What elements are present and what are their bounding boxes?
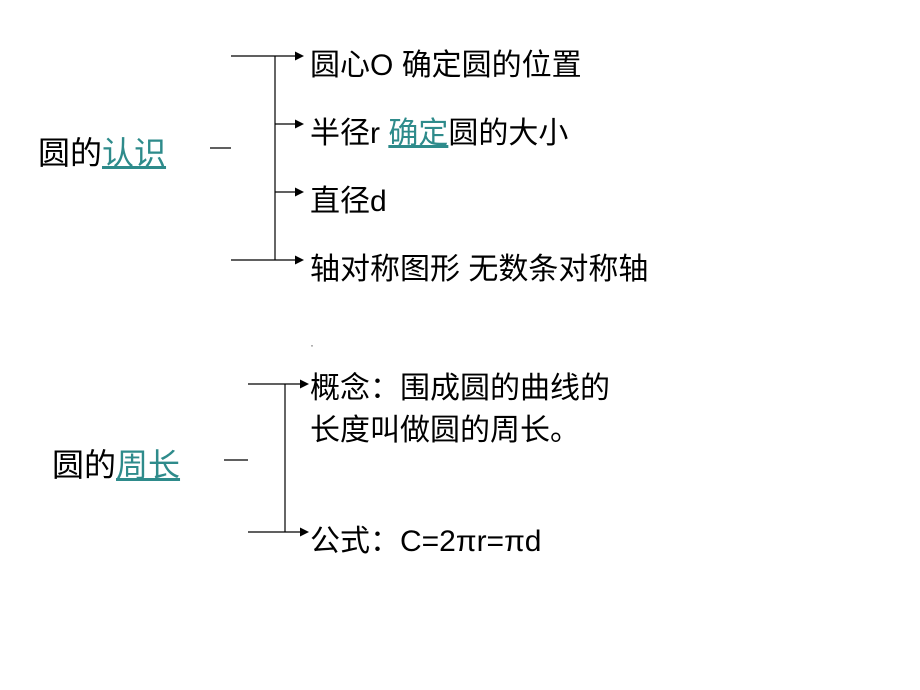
s1-item-0-b: 确定圆的位置 [402, 49, 582, 82]
section1-root-link[interactable]: 认识 [102, 135, 166, 171]
section2-root-prefix: 圆的 [52, 447, 116, 483]
s1-item-1-b: 圆的大小 [448, 117, 568, 150]
s1-item-0-gap [393, 49, 401, 82]
center-marker: · [310, 338, 314, 352]
section1-root-prefix: 圆的 [38, 135, 102, 171]
s1-item-2-a: 直径d [310, 185, 387, 218]
section2-root: 圆的周长 [52, 440, 180, 486]
s1-item-0: 圆心O 确定圆的位置 [310, 40, 582, 84]
diagram-stage: 圆的认识 圆心O 确定圆的位置 半径r 确定圆的大小 直径d 轴对称图形 无数条… [0, 0, 920, 690]
s1-item-1-link[interactable]: 确定 [388, 117, 448, 150]
s1-item-1: 半径r 确定圆的大小 [310, 108, 568, 152]
s2-item-0-line1: 概念：围成圆的曲线的 [310, 368, 830, 410]
s1-item-2: 直径d [310, 176, 387, 220]
section1-root: 圆的认识 [38, 128, 166, 174]
s1-item-0-a: 圆心O [310, 49, 393, 82]
s1-item-1-a: 半径r [310, 117, 380, 150]
s2-item-1-line1: 公式：C=2πr=πd [310, 525, 541, 558]
s2-item-1: 公式：C=2πr=πd [310, 516, 541, 560]
center-marker-glyph: · [310, 338, 314, 352]
s2-item-0-line2: 长度叫做圆的周长。 [310, 410, 830, 452]
s1-item-3: 轴对称图形 无数条对称轴 [310, 244, 648, 288]
s2-item-0: 概念：围成圆的曲线的 长度叫做圆的周长。 [310, 368, 830, 452]
s1-item-3-a: 轴对称图形 [310, 253, 460, 286]
connector-lines [0, 0, 920, 690]
section2-root-link[interactable]: 周长 [116, 447, 180, 483]
s1-item-3-b: 无数条对称轴 [468, 253, 648, 286]
